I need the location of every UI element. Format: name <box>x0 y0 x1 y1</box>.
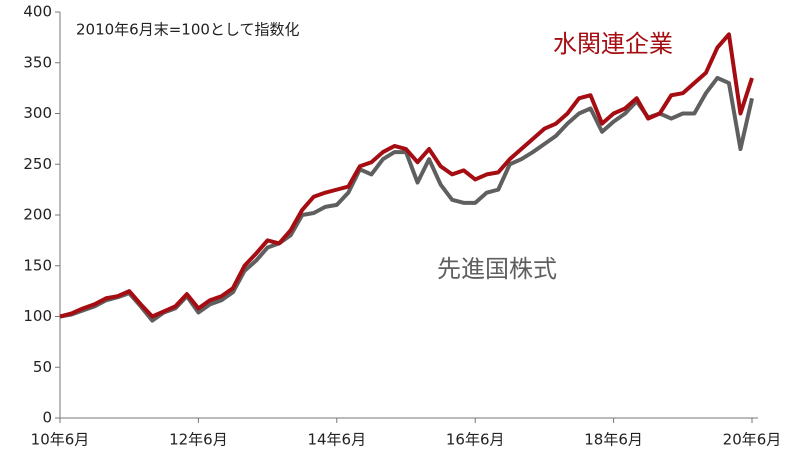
y-tick-label: 400 <box>23 3 52 21</box>
x-tick-label: 16年6月 <box>446 431 505 449</box>
series-label: 水関連企業 <box>553 30 673 58</box>
x-tick-label: 18年6月 <box>584 431 643 449</box>
y-tick-label: 250 <box>23 155 52 173</box>
series-label: 先進国株式 <box>437 255 557 283</box>
x-tick-label: 12年6月 <box>169 431 228 449</box>
y-tick-label: 300 <box>23 104 52 122</box>
y-tick-label: 200 <box>23 206 52 224</box>
y-tick-label: 100 <box>23 307 52 325</box>
y-tick-label: 150 <box>23 256 52 274</box>
annotation: 2010年6月末=100として指数化 <box>76 21 299 39</box>
x-tick-label: 14年6月 <box>307 431 366 449</box>
series-line <box>59 32 754 319</box>
series-line <box>59 75 754 323</box>
y-tick-label: 350 <box>23 53 52 71</box>
x-tick-label: 20年6月 <box>723 431 782 449</box>
y-tick-label: 0 <box>42 409 52 427</box>
x-tick-label: 10年6月 <box>31 431 90 449</box>
y-tick-label: 50 <box>33 358 52 376</box>
